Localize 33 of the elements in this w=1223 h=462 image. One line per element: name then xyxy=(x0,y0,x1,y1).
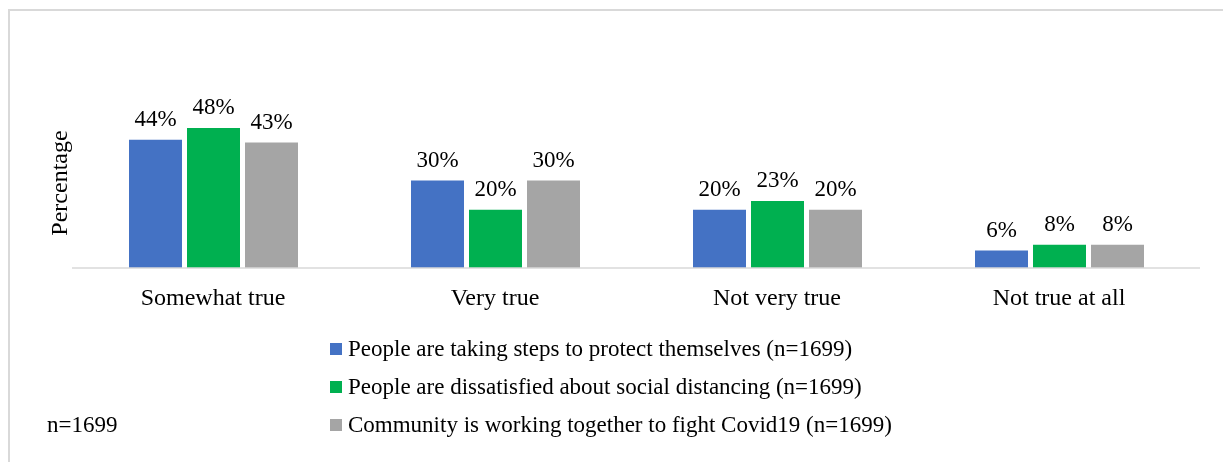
bar xyxy=(751,200,804,268)
data-label: 20% xyxy=(814,175,857,201)
data-label: 44% xyxy=(134,105,177,131)
x-tick-label: Not true at all xyxy=(992,284,1126,311)
x-tick-label: Very true xyxy=(450,284,540,311)
data-label: 30% xyxy=(416,146,459,172)
bar xyxy=(129,139,182,268)
bar xyxy=(527,180,580,268)
bar xyxy=(187,128,240,268)
bar xyxy=(1033,244,1086,268)
legend-label: Community is working together to fight Covid19 (n=1699) xyxy=(348,412,892,438)
y-axis-title: Percentage xyxy=(45,130,72,236)
text: n=1699 xyxy=(47,412,118,438)
bar xyxy=(411,180,464,268)
data-label: 6% xyxy=(986,216,1017,242)
data-label: 20% xyxy=(698,175,741,201)
bar xyxy=(1091,244,1144,268)
bar xyxy=(469,209,522,268)
bar xyxy=(245,142,298,268)
bar xyxy=(975,250,1028,268)
x-tick-label: Not very true xyxy=(713,284,841,311)
data-label: 43% xyxy=(250,108,293,134)
data-label: 20% xyxy=(474,175,517,201)
bar xyxy=(693,209,746,268)
legend-label: People are taking steps to protect themselves (n=1699) xyxy=(348,336,853,362)
data-label: 48% xyxy=(192,94,235,119)
x-tick-label: Somewhat true xyxy=(140,284,286,311)
data-label: 8% xyxy=(1102,210,1133,236)
data-label: 30% xyxy=(532,146,575,172)
data-label: 23% xyxy=(756,166,799,192)
data-label: 8% xyxy=(1044,210,1075,236)
legend-label: People are dissatisfied about social distancing (n=1699) xyxy=(348,374,862,400)
bar xyxy=(809,209,862,268)
